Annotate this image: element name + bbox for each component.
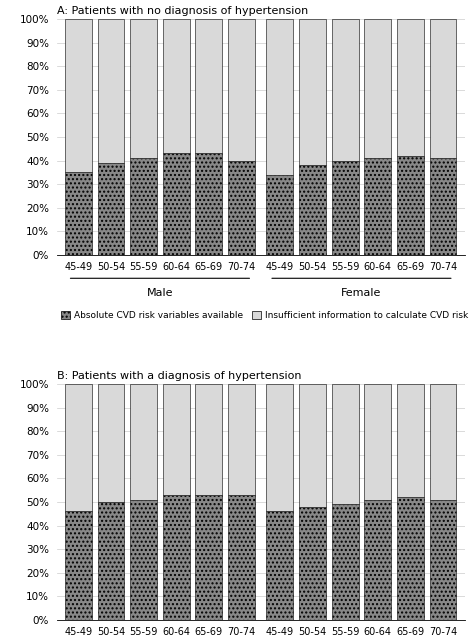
- Bar: [397, 384, 424, 497]
- Bar: [65, 511, 92, 620]
- Bar: [228, 384, 255, 495]
- Bar: [98, 384, 125, 502]
- Bar: [429, 384, 456, 500]
- Bar: [332, 384, 358, 504]
- Bar: [429, 19, 456, 158]
- Bar: [130, 158, 157, 255]
- Bar: [299, 507, 326, 620]
- Text: Female: Female: [341, 288, 382, 298]
- Bar: [332, 19, 358, 160]
- Bar: [228, 160, 255, 255]
- Bar: [195, 495, 222, 620]
- Text: A: Patients with no diagnosis of hypertension: A: Patients with no diagnosis of hyperte…: [57, 6, 308, 15]
- Bar: [163, 153, 190, 255]
- Bar: [299, 384, 326, 507]
- Text: B: Patients with a diagnosis of hypertension: B: Patients with a diagnosis of hyperten…: [57, 371, 301, 381]
- Bar: [163, 19, 190, 153]
- Bar: [65, 19, 92, 173]
- Bar: [130, 500, 157, 620]
- Bar: [98, 163, 125, 255]
- Bar: [130, 19, 157, 158]
- Bar: [266, 19, 293, 174]
- Bar: [299, 19, 326, 166]
- Bar: [365, 384, 391, 500]
- Bar: [163, 384, 190, 495]
- Bar: [397, 19, 424, 156]
- Bar: [195, 384, 222, 495]
- Bar: [397, 497, 424, 620]
- Bar: [365, 19, 391, 158]
- Bar: [195, 153, 222, 255]
- Bar: [228, 495, 255, 620]
- Bar: [397, 156, 424, 255]
- Bar: [130, 384, 157, 500]
- Legend: Absolute CVD risk variables available, Insufficient information to calculate CVD: Absolute CVD risk variables available, I…: [62, 311, 468, 320]
- Bar: [195, 19, 222, 153]
- Text: Male: Male: [146, 288, 173, 298]
- Bar: [429, 158, 456, 255]
- Bar: [365, 158, 391, 255]
- Bar: [266, 384, 293, 511]
- Bar: [98, 502, 125, 620]
- Bar: [228, 19, 255, 160]
- Bar: [365, 500, 391, 620]
- Bar: [163, 495, 190, 620]
- Bar: [332, 504, 358, 620]
- Bar: [332, 160, 358, 255]
- Bar: [266, 174, 293, 255]
- Bar: [299, 166, 326, 255]
- Bar: [429, 500, 456, 620]
- Bar: [65, 173, 92, 255]
- Bar: [65, 384, 92, 511]
- Bar: [266, 511, 293, 620]
- Bar: [98, 19, 125, 163]
